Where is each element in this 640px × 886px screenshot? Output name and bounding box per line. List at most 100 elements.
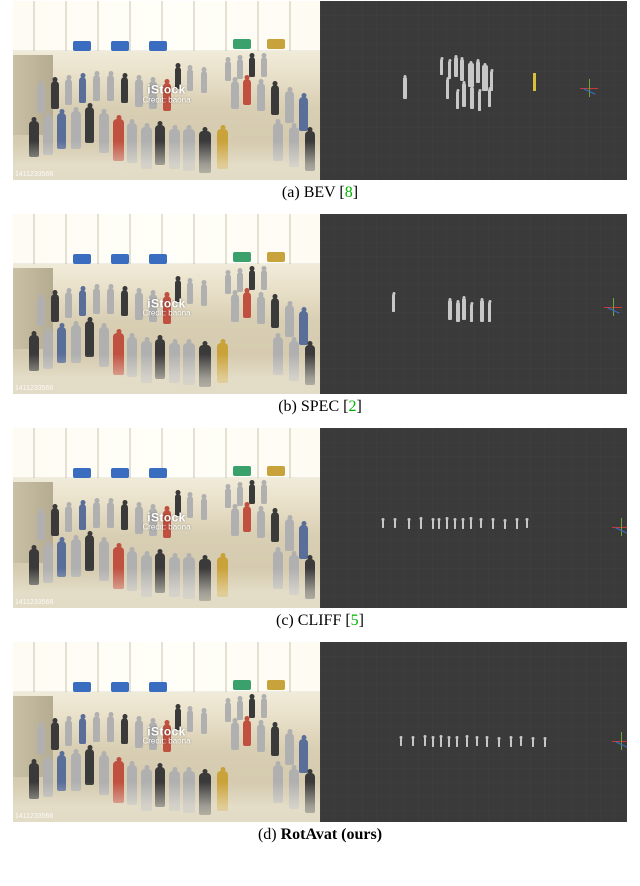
input-image-panel: iStockCredit: baona1411233566 xyxy=(13,642,320,822)
person-overlay xyxy=(121,290,128,316)
subfigure-caption: (b) SPEC [2] xyxy=(13,398,627,416)
method-name: BEV xyxy=(304,184,336,201)
human-mesh xyxy=(446,519,448,529)
person-overlay xyxy=(93,288,100,314)
istock-watermark: iStockCredit: baona xyxy=(142,725,190,746)
human-mesh xyxy=(420,519,422,529)
human-mesh xyxy=(454,520,456,529)
person-overlay xyxy=(201,498,207,520)
input-image-panel: iStockCredit: baona 1411233566 xyxy=(13,428,320,608)
citation-number[interactable]: 8 xyxy=(345,184,353,201)
viewport-3d xyxy=(320,1,627,180)
person-overlay xyxy=(237,272,243,292)
caption-prefix: (d) xyxy=(258,826,281,843)
person-overlay xyxy=(243,720,251,746)
human-mesh xyxy=(488,302,491,322)
viewport-3d xyxy=(320,214,627,394)
watermark-brand: iStock xyxy=(142,725,190,738)
watermark-brand: iStock xyxy=(142,511,190,524)
subfigure-caption: (a) BEV [8] xyxy=(13,184,627,202)
person-overlay xyxy=(285,91,294,123)
orientation-marker-icon xyxy=(533,73,536,91)
human-mesh xyxy=(504,521,506,529)
watermark-credit: Credit: baona xyxy=(142,310,190,318)
human-mesh xyxy=(456,302,460,322)
watermark-credit: Credit: baona xyxy=(142,96,190,104)
human-mesh xyxy=(468,63,474,87)
subfigure-row: iStockCredit: baona1411233566 xyxy=(13,642,627,822)
person-overlay xyxy=(65,506,72,532)
human-mesh xyxy=(462,520,464,529)
human-mesh xyxy=(424,737,426,746)
human-mesh xyxy=(544,739,546,747)
person-overlay xyxy=(243,506,251,532)
person-overlay xyxy=(201,712,207,734)
person-overlay xyxy=(85,107,94,143)
human-mesh xyxy=(438,520,440,529)
input-image-panel: iStockCredit: baona1411233566 xyxy=(13,214,320,394)
person-overlay xyxy=(257,724,265,752)
human-mesh xyxy=(462,298,466,320)
human-mesh xyxy=(466,737,468,747)
human-mesh xyxy=(456,738,458,747)
axis-gizmo-icon xyxy=(612,732,627,750)
person-overlay xyxy=(121,504,128,530)
human-mesh xyxy=(470,304,473,322)
human-mesh xyxy=(446,79,449,99)
person-overlay xyxy=(37,298,45,326)
person-overlay xyxy=(271,726,279,756)
person-overlay xyxy=(201,284,207,306)
image-id-overlay: 1411233566 xyxy=(15,599,53,606)
human-mesh xyxy=(462,83,466,107)
person-overlay xyxy=(85,321,94,357)
person-overlay xyxy=(107,716,114,742)
human-mesh xyxy=(448,61,451,79)
watermark-brand: iStock xyxy=(142,84,190,97)
caption-prefix: (a) xyxy=(282,184,304,201)
person-overlay xyxy=(231,294,239,322)
person-overlay xyxy=(285,733,294,765)
citation-number[interactable]: 2 xyxy=(348,398,356,415)
person-overlay xyxy=(299,311,308,345)
human-mesh xyxy=(492,520,494,529)
axis-gizmo-icon xyxy=(612,518,627,536)
person-overlay xyxy=(107,502,114,528)
person-overlay xyxy=(249,484,255,504)
person-overlay xyxy=(271,512,279,542)
person-overlay xyxy=(225,702,231,722)
person-overlay xyxy=(201,71,207,93)
person-overlay xyxy=(243,292,251,318)
person-overlay xyxy=(261,484,267,504)
person-overlay xyxy=(85,535,94,571)
caption-prefix: (c) xyxy=(276,612,298,629)
image-id-overlay: 1411233566 xyxy=(15,385,53,392)
caption-prefix: (b) xyxy=(278,398,301,415)
person-overlay xyxy=(285,519,294,551)
human-mesh xyxy=(526,520,528,528)
human-mesh xyxy=(448,300,452,320)
human-mesh xyxy=(460,59,464,81)
method-name: SPEC xyxy=(301,398,339,415)
human-mesh xyxy=(480,520,482,528)
human-mesh xyxy=(382,520,384,528)
human-mesh xyxy=(440,737,442,747)
watermark-credit: Credit: baona xyxy=(142,524,190,532)
human-mesh xyxy=(510,738,512,747)
person-overlay xyxy=(285,305,294,337)
subfigure-row: iStockCredit: baona1411233566 xyxy=(13,214,627,394)
subfigure-row: iStockCredit: baona 1411233566 xyxy=(13,428,627,608)
person-overlay xyxy=(79,290,86,316)
person-overlay xyxy=(249,57,255,77)
person-overlay xyxy=(243,79,251,105)
citation-number[interactable]: 5 xyxy=(351,612,359,629)
person-overlay xyxy=(249,270,255,290)
person-overlay xyxy=(37,512,45,540)
human-mesh xyxy=(400,738,402,746)
human-mesh xyxy=(520,738,522,746)
human-mesh xyxy=(454,57,458,77)
person-overlay xyxy=(225,61,231,81)
person-overlay xyxy=(121,718,128,744)
human-mesh xyxy=(408,520,410,529)
subfigure-caption: (d) RotAvat (ours) xyxy=(13,826,627,844)
person-overlay xyxy=(93,75,100,101)
